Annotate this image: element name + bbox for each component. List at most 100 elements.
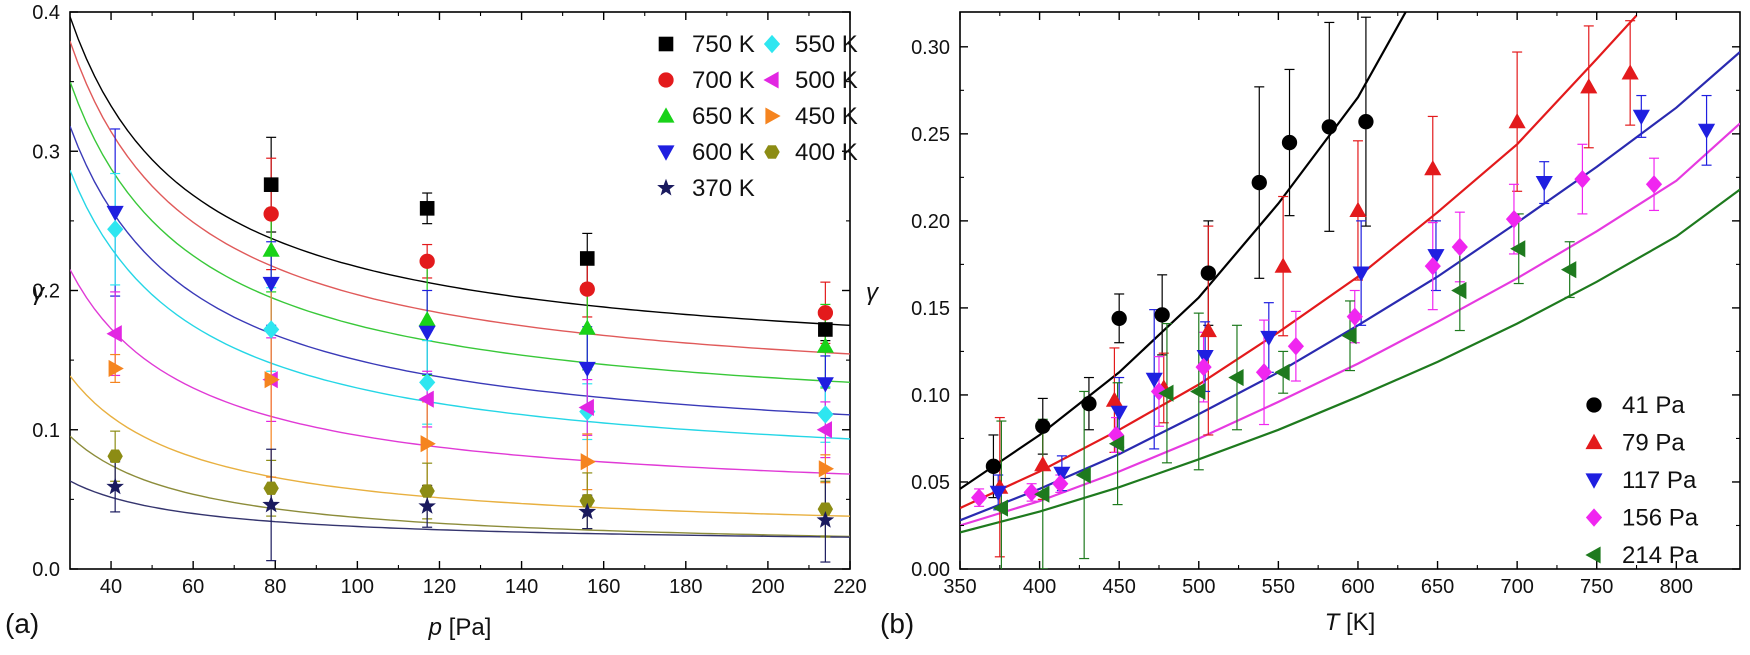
panel-a-xlabel: p [Pa] xyxy=(428,614,492,641)
panel-a-point-450-k xyxy=(818,460,835,478)
panel-b-xtick-label: 650 xyxy=(1421,576,1454,598)
panel-b-xtick-label: 600 xyxy=(1341,576,1374,598)
panel-a-point-700-k xyxy=(419,253,435,269)
panel-a-xlabel-unit: [Pa] xyxy=(442,614,491,641)
panel-a-ylabel: γ xyxy=(32,279,46,306)
panel-a-point-370-k xyxy=(262,495,280,513)
panel-a-legend-marker-450-k xyxy=(765,107,781,125)
panel-a-xtick-label: 220 xyxy=(833,576,866,598)
panel-b-legend-label-41-pa: 41 Pa xyxy=(1622,392,1685,419)
panel-a-legend-label-370-k: 370 K xyxy=(692,175,755,202)
panel-b-point-214-pa xyxy=(992,499,1009,517)
panel-b-xtick-label: 350 xyxy=(943,576,976,598)
panel-b-legend-label-156-pa: 156 Pa xyxy=(1622,505,1699,532)
panel-b-data-points xyxy=(971,64,1716,517)
panel-a-point-700-k xyxy=(579,281,595,297)
panel-b-legend-marker-79-pa xyxy=(1585,433,1603,450)
panel-b-point-79-pa xyxy=(1105,391,1124,407)
panel-b-plot-frame xyxy=(959,11,1741,570)
panel-b-xtick-label: 700 xyxy=(1500,576,1533,598)
panel-a-point-370-k xyxy=(106,477,124,495)
panel-b-ytick-label: 0.20 xyxy=(911,211,950,233)
panel-a-point-400-k xyxy=(419,484,435,498)
panel-b-xtick-label: 400 xyxy=(1023,576,1056,598)
panel-b-fit-curves xyxy=(960,12,1740,534)
panel-b-point-117-pa xyxy=(1697,123,1716,140)
panel-b-point-41-pa xyxy=(1321,119,1337,135)
panel-a-point-450-k xyxy=(580,453,596,471)
panel-b-ticks: 350 400 450 500 550 600 650 700 750 800 0.00 0.05 0.… xyxy=(911,12,1740,598)
panel-b-point-41-pa xyxy=(1358,114,1374,130)
panel-a-legend-marker-500-k xyxy=(763,71,779,89)
panel-a-legend-marker-600-k xyxy=(657,145,675,161)
panel-b-point-117-pa xyxy=(1260,330,1278,347)
panel-a-point-600-k xyxy=(262,276,280,293)
panel-a-point-750-k xyxy=(263,177,279,192)
panel-b-point-79-pa xyxy=(1580,78,1598,94)
panel-a-point-500-k xyxy=(106,325,122,343)
panel-b-point-214-pa xyxy=(1108,435,1125,453)
panel-b-ytick-label: 0.30 xyxy=(911,37,950,59)
panel-b-point-156-pa xyxy=(1574,169,1591,189)
panel-b-point-156-pa xyxy=(1052,474,1069,493)
panel-a-label: (a) xyxy=(5,608,39,639)
panel-a-legend-marker-550-k xyxy=(763,34,781,54)
panel-a-point-700-k xyxy=(817,305,834,321)
panel-a-legend-label-450-k: 450 K xyxy=(795,103,858,130)
panel-a-fit-650-k xyxy=(70,81,850,383)
panel-b-legend-label-79-pa: 79 Pa xyxy=(1622,430,1685,457)
panel-a-point-450-k xyxy=(420,435,436,453)
panel-b-xtick-label: 550 xyxy=(1262,576,1295,598)
panel-a: 40 60 80 100 120 140 160 180 200 220 0.0 0.1 0.2 0.3 0… xyxy=(5,2,867,641)
panel-b-ylabel: γ xyxy=(866,279,880,306)
panel-b-point-156-pa xyxy=(1645,175,1663,194)
panel-a-point-450-k xyxy=(264,371,280,389)
panel-b-point-41-pa xyxy=(1200,265,1216,281)
panel-b-point-214-pa xyxy=(1341,327,1357,345)
panel-a-legend-label-500-k: 500 K xyxy=(795,67,858,94)
panel-a-xlabel-symbol: p xyxy=(428,614,442,641)
panel-a-point-550-k xyxy=(263,320,280,339)
panel-b-ytick-label: 0.25 xyxy=(911,124,950,146)
panel-b-point-156-pa xyxy=(1346,307,1363,326)
panel-b-point-156-pa xyxy=(1150,382,1168,401)
panel-b-ytick-label: 0.05 xyxy=(911,472,950,494)
panel-a-fit-700-k xyxy=(70,40,850,355)
panel-b-point-79-pa xyxy=(1621,64,1639,80)
panel-a-fit-370-k xyxy=(70,480,850,538)
panel-a-point-650-k xyxy=(418,311,436,327)
panel-a-legend-marker-650-k xyxy=(657,107,675,123)
panel-b-point-117-pa xyxy=(1196,349,1214,366)
panel-b-fit-79-pa xyxy=(960,14,1638,510)
panel-b-fit-156-pa xyxy=(960,122,1740,527)
panel-b-point-117-pa xyxy=(1053,466,1071,482)
panel-a-point-550-k xyxy=(107,220,124,239)
panel-a-point-600-k xyxy=(578,361,596,378)
panel-a-point-500-k xyxy=(816,421,833,439)
panel-b-point-79-pa xyxy=(1274,257,1292,273)
panel-a-point-750-k xyxy=(818,322,833,337)
panel-b-xtick-label: 450 xyxy=(1102,576,1135,598)
panel-a-fit-750-k xyxy=(70,16,850,326)
panel-b-point-214-pa xyxy=(1228,368,1244,387)
panel-b-point-156-pa xyxy=(971,488,988,507)
panel-b-point-214-pa xyxy=(1451,281,1467,300)
panel-b-point-117-pa xyxy=(1110,405,1128,422)
panel-a-point-370-k xyxy=(816,511,835,528)
panel-b-point-79-pa xyxy=(1508,112,1526,129)
panel-a-point-400-k xyxy=(263,481,279,495)
panel-a-point-370-k xyxy=(578,502,597,520)
panel-b-point-214-pa xyxy=(1034,485,1050,503)
panel-a-xtick-label: 120 xyxy=(423,576,456,598)
panel-b-point-117-pa xyxy=(989,485,1007,502)
panel-a-point-500-k xyxy=(578,398,594,417)
panel-b-point-156-pa xyxy=(1023,483,1040,502)
panel-b-point-156-pa xyxy=(1195,357,1212,377)
panel-b-point-117-pa xyxy=(1352,266,1370,282)
panel-b-point-41-pa xyxy=(1281,134,1298,151)
panel-b-point-156-pa xyxy=(1505,209,1523,229)
panel-b-legend: 41 Pa 79 Pa 117 Pa 156 Pa 214 Pa xyxy=(1585,392,1699,569)
panel-b-point-117-pa xyxy=(1427,249,1445,265)
